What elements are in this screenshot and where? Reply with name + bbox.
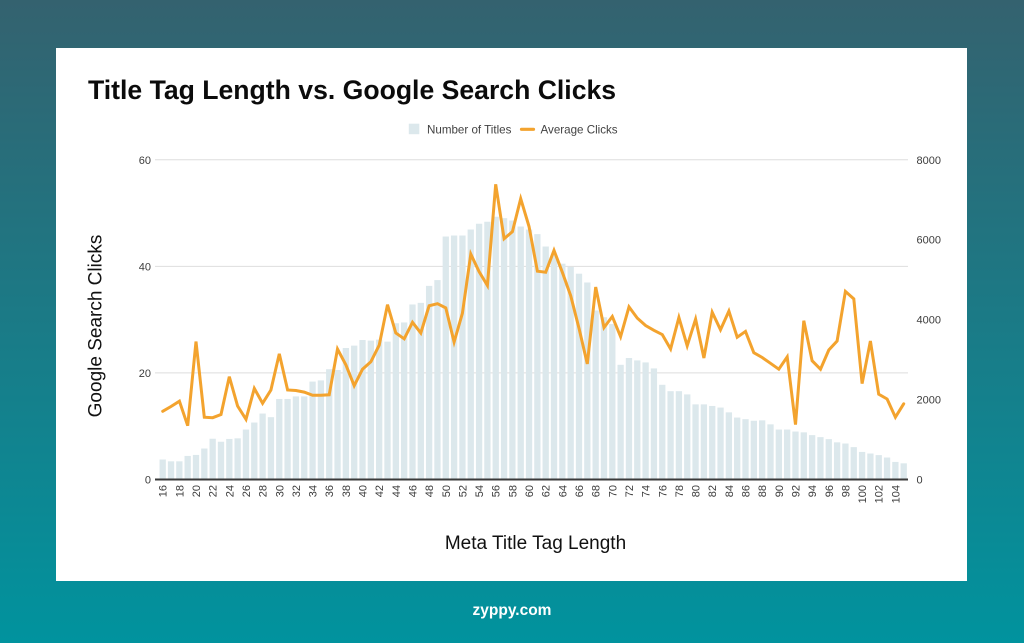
svg-text:40: 40 <box>358 485 370 497</box>
svg-text:104: 104 <box>890 485 902 503</box>
svg-text:86: 86 <box>741 485 753 497</box>
svg-text:8000: 8000 <box>917 155 941 167</box>
svg-text:6000: 6000 <box>917 235 941 247</box>
svg-text:64: 64 <box>557 485 569 497</box>
svg-text:52: 52 <box>457 485 469 497</box>
svg-text:84: 84 <box>724 485 736 497</box>
svg-text:66: 66 <box>574 485 586 497</box>
svg-text:100: 100 <box>857 485 869 503</box>
svg-text:Average Clicks: Average Clicks <box>541 124 618 137</box>
svg-text:68: 68 <box>591 485 603 497</box>
svg-text:34: 34 <box>308 485 320 497</box>
svg-text:0: 0 <box>145 475 151 487</box>
svg-text:44: 44 <box>391 485 403 497</box>
svg-text:20: 20 <box>191 485 203 497</box>
svg-text:40: 40 <box>139 261 151 273</box>
svg-text:82: 82 <box>707 485 719 497</box>
svg-text:56: 56 <box>491 485 503 497</box>
svg-text:20: 20 <box>139 368 151 380</box>
svg-text:60: 60 <box>139 155 151 167</box>
svg-text:54: 54 <box>474 485 486 497</box>
svg-text:98: 98 <box>840 485 852 497</box>
svg-text:78: 78 <box>674 485 686 497</box>
svg-text:90: 90 <box>774 485 786 497</box>
svg-text:Number of Titles: Number of Titles <box>427 124 512 137</box>
svg-text:102: 102 <box>874 485 886 503</box>
svg-text:Google Search Clicks: Google Search Clicks <box>86 235 107 418</box>
svg-text:72: 72 <box>624 485 636 497</box>
svg-text:2000: 2000 <box>917 395 941 407</box>
svg-text:46: 46 <box>408 485 420 497</box>
svg-text:32: 32 <box>291 485 303 497</box>
svg-text:38: 38 <box>341 485 353 497</box>
svg-text:80: 80 <box>691 485 703 497</box>
svg-text:26: 26 <box>241 485 253 497</box>
svg-text:94: 94 <box>807 485 819 497</box>
svg-text:50: 50 <box>441 485 453 497</box>
svg-text:28: 28 <box>258 485 270 497</box>
svg-text:96: 96 <box>824 485 836 497</box>
svg-text:48: 48 <box>424 485 436 497</box>
svg-text:36: 36 <box>324 485 336 497</box>
svg-text:42: 42 <box>374 485 386 497</box>
svg-text:16: 16 <box>158 485 170 497</box>
svg-text:30: 30 <box>274 485 286 497</box>
svg-text:4000: 4000 <box>917 315 941 327</box>
svg-text:22: 22 <box>208 485 220 497</box>
svg-text:58: 58 <box>507 485 519 497</box>
svg-text:70: 70 <box>607 485 619 497</box>
svg-text:60: 60 <box>524 485 536 497</box>
svg-text:24: 24 <box>224 485 236 497</box>
svg-text:74: 74 <box>641 485 653 497</box>
svg-text:88: 88 <box>757 485 769 497</box>
svg-text:0: 0 <box>917 475 923 487</box>
svg-text:Meta Title Tag Length: Meta Title Tag Length <box>445 533 626 554</box>
svg-text:18: 18 <box>174 485 186 497</box>
svg-text:92: 92 <box>791 485 803 497</box>
svg-text:76: 76 <box>657 485 669 497</box>
svg-text:62: 62 <box>541 485 553 497</box>
